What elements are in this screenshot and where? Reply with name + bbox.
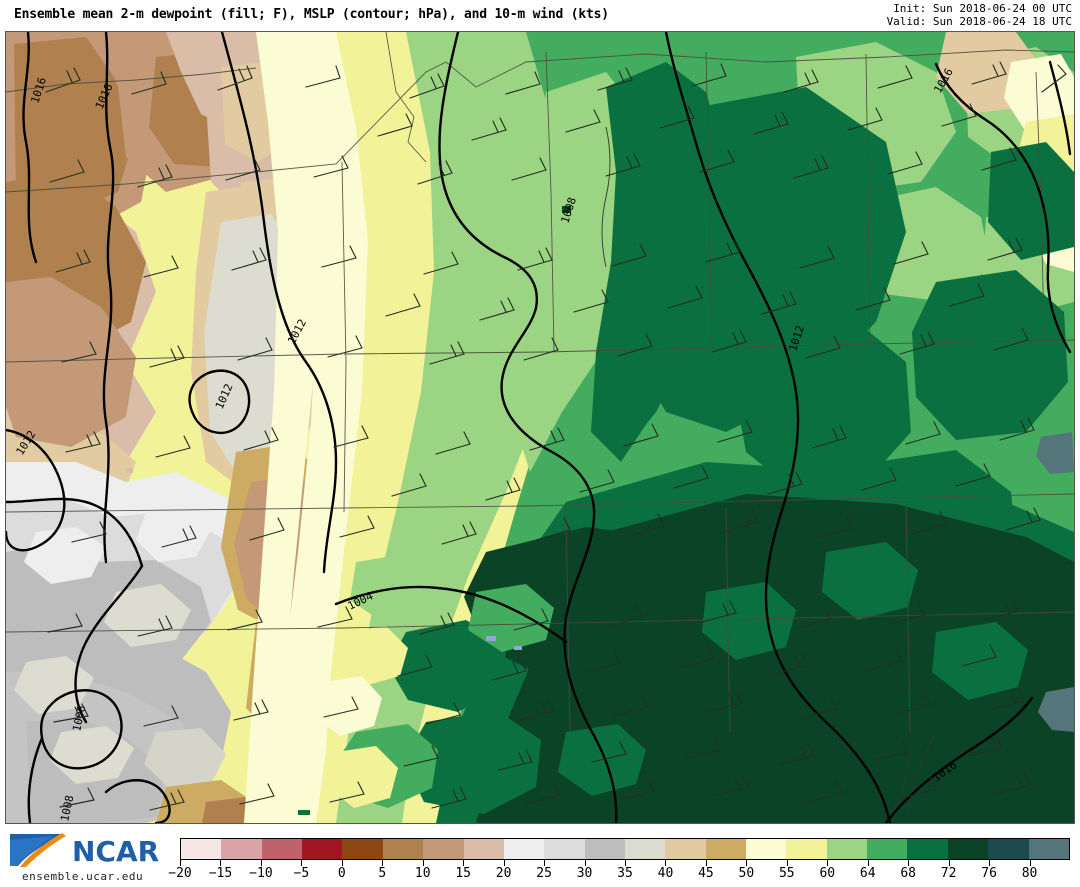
colorbar-tick xyxy=(746,860,748,866)
colorbar-tick xyxy=(301,860,303,866)
colorbar-ticks xyxy=(180,860,1070,866)
colorbar-swatch xyxy=(786,839,827,859)
colorbar-tick xyxy=(867,860,869,866)
colorbar-swatch xyxy=(705,839,747,859)
colorbar-tick-label: 60 xyxy=(819,866,836,881)
page-title: Ensemble mean 2-m dewpoint (fill; F), MS… xyxy=(14,7,609,22)
colorbar-labels: −20 −15 −10 −5 0 5 10 15 20 25 30 35 40 45 50 55 60 64 68 7… xyxy=(0,866,1080,886)
colorbar-tick-label: −5 xyxy=(293,866,310,881)
map-svg: 1016 1016 1012 1012 1012 1008 1012 1004 … xyxy=(6,32,1074,823)
colorbar-tick-label: 5 xyxy=(378,866,387,881)
colorbar-swatch xyxy=(907,839,948,859)
colorbar-tick xyxy=(625,860,626,866)
colorbar-tick-label: 50 xyxy=(738,866,755,881)
colorbar-swatch xyxy=(181,839,222,859)
ncar-url-label: ensemble.ucar.edu xyxy=(22,870,144,883)
colorbar-swatch xyxy=(382,839,424,859)
colorbar-tick xyxy=(1029,860,1031,866)
colorbar-tick xyxy=(260,860,262,866)
colorbar-swatch xyxy=(867,839,908,859)
colorbar-swatch xyxy=(342,839,383,859)
colorbar-swatch xyxy=(746,839,787,859)
colorbar-tick xyxy=(705,860,707,866)
colorbar-swatch xyxy=(503,839,545,859)
colorbar-swatch xyxy=(463,839,504,859)
dewpoint-fill-layer xyxy=(6,32,1074,823)
colorbar-swatch xyxy=(947,839,989,859)
wind-barb-layer xyxy=(45,61,1067,811)
colorbar xyxy=(180,838,1070,860)
colorbar-tick-label: −10 xyxy=(249,866,273,881)
colorbar-tick-label: 76 xyxy=(981,866,997,881)
colorbar-tick xyxy=(503,860,505,866)
colorbar-tick-label: 55 xyxy=(778,866,795,881)
colorbar-tick xyxy=(463,860,465,866)
colorbar-tick xyxy=(341,860,343,866)
colorbar-tick-label: 30 xyxy=(576,866,593,881)
ncar-logo-text: NCAR xyxy=(72,835,159,868)
init-time-label: Init: Sun 2018-06-24 00 UTC xyxy=(893,2,1072,15)
colorbar-tick xyxy=(989,860,991,866)
colorbar-swatch xyxy=(302,839,343,859)
figure-header: Ensemble mean 2-m dewpoint (fill; F), MS… xyxy=(0,0,1080,30)
colorbar-tick xyxy=(665,860,667,866)
colorbar-swatch xyxy=(624,839,666,859)
colorbar-swatch xyxy=(261,839,303,859)
colorbar-tick xyxy=(544,860,546,866)
colorbar-swatch xyxy=(988,839,1029,859)
colorbar-tick xyxy=(220,860,222,866)
colorbar-tick xyxy=(422,860,424,866)
contour-label: 1008 xyxy=(70,704,88,733)
colorbar-tick xyxy=(382,860,384,866)
colorbar-tick xyxy=(786,860,788,866)
colorbar-tick-label: 72 xyxy=(940,866,957,881)
colorbar-swatch xyxy=(544,839,585,859)
colorbar-swatch xyxy=(826,839,868,859)
colorbar-tick-label: 15 xyxy=(455,866,471,881)
colorbar-tick-label: 80 xyxy=(1021,866,1038,881)
colorbar-tick xyxy=(584,860,586,866)
figure-footer: NCAR ensemble.ucar.edu −20 −15 −10 −5 0 5 10 15… xyxy=(0,826,1080,887)
valid-time-label: Valid: Sun 2018-06-24 18 UTC xyxy=(886,14,1072,28)
colorbar-tick-label: 40 xyxy=(657,866,674,881)
colorbar-swatch xyxy=(221,839,262,859)
colorbar-tick-label: 64 xyxy=(859,866,876,881)
colorbar-tick xyxy=(827,860,829,866)
colorbar-tick-label: 35 xyxy=(617,866,633,881)
colorbar-tick xyxy=(180,860,181,866)
colorbar-tick-label: 45 xyxy=(698,866,714,881)
colorbar-tick-label: 25 xyxy=(536,866,552,881)
colorbar-tick-label: 68 xyxy=(900,866,916,881)
colorbar-tick-label: 0 xyxy=(337,866,346,881)
mslp-contour-layer xyxy=(6,32,1072,823)
contour-label: 1008 xyxy=(58,794,76,823)
colorbar-swatch xyxy=(665,839,706,859)
colorbar-swatch xyxy=(584,839,625,859)
timestamp-block: Init: Sun 2018-06-24 00 UTC Valid: Sun 2… xyxy=(886,2,1072,28)
colorbar-tick-label: −20 xyxy=(168,866,192,881)
map-canvas: 1016 1016 1012 1012 1012 1008 1012 1004 … xyxy=(5,31,1075,824)
colorbar-tick-label: −15 xyxy=(208,866,233,881)
ncar-logo-mark: NCAR xyxy=(10,833,159,868)
ncar-logo: NCAR ensemble.ucar.edu xyxy=(6,830,166,883)
colorbar-swatch xyxy=(1028,839,1069,859)
colorbar-swatch xyxy=(423,839,464,859)
colorbar-tick xyxy=(908,860,910,866)
colorbar-tick xyxy=(948,860,950,866)
state-boundary-layer xyxy=(6,32,1074,733)
colorbar-tick-label: 20 xyxy=(495,866,512,881)
colorbar-tick-label: 10 xyxy=(414,866,431,881)
